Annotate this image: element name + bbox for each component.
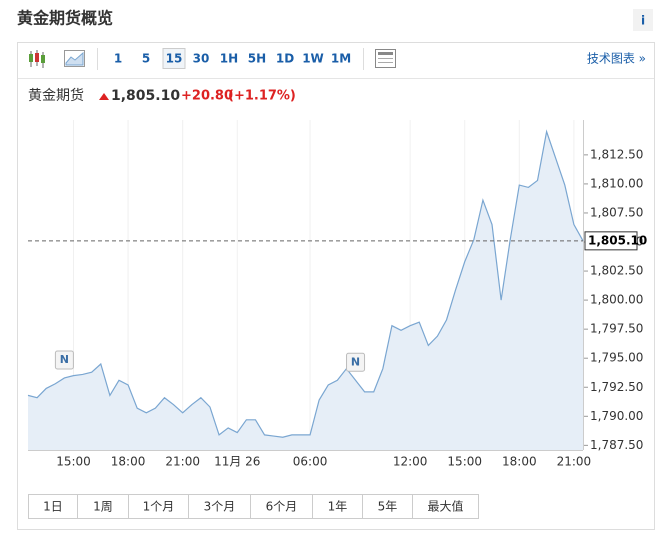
y-tick-label: 1,812.50: [590, 147, 643, 161]
range-label[interactable]: 1周: [93, 500, 113, 514]
y-tick-label: 1,792.50: [590, 380, 643, 394]
news-marker[interactable]: [346, 352, 366, 372]
news-marker[interactable]: [54, 350, 74, 370]
interval-button[interactable]: 1H: [220, 52, 238, 66]
range-button[interactable]: [128, 494, 189, 519]
quote-name: 黄金期货: [28, 87, 84, 104]
range-button[interactable]: [28, 494, 78, 519]
table-icon[interactable]: [375, 49, 396, 68]
interval-button[interactable]: 30: [193, 52, 210, 66]
x-tick-label: 11月 26: [214, 455, 260, 469]
interval-button[interactable]: 1W: [302, 52, 324, 66]
info-icon[interactable]: i: [641, 14, 645, 28]
tech-chart-link[interactable]: 技术图表 »: [587, 52, 646, 66]
y-tick-label: 1,797.50: [590, 322, 643, 336]
x-tick-label: 21:00: [165, 455, 200, 469]
interval-button[interactable]: 15: [166, 52, 183, 66]
price-line: [27, 129, 584, 438]
quote-change: +20.80: [181, 89, 233, 104]
title: 黄金期货概览: [17, 9, 113, 28]
range-label[interactable]: 5年: [378, 500, 398, 514]
y-tick-label: 1,802.50: [590, 264, 643, 278]
x-tick-label: 12:00: [393, 455, 428, 469]
interval-button[interactable]: 5: [142, 52, 150, 66]
range-label[interactable]: 最大值: [427, 499, 463, 514]
range-button[interactable]: [412, 494, 479, 519]
x-tick-label: 06:00: [293, 455, 328, 469]
interval-button[interactable]: 1: [114, 52, 122, 66]
interval-selected[interactable]: [162, 48, 186, 69]
area-icon[interactable]: [64, 50, 85, 67]
last-price-box: [584, 231, 638, 251]
frame: [17, 42, 655, 530]
quote-change-pct: (+1.17%): [228, 89, 296, 104]
up-arrow: [99, 93, 109, 100]
y-tick-label: 1,800.00: [590, 293, 643, 307]
y-tick-label: 1,807.50: [590, 205, 643, 219]
x-tick-label: 15:00: [56, 455, 91, 469]
interval-button[interactable]: 5H: [248, 52, 266, 66]
last-price-label: 1,805.10: [588, 233, 647, 247]
range-label[interactable]: 1个月: [143, 500, 175, 514]
x-tick-label: 21:00: [557, 455, 592, 469]
range-button[interactable]: [188, 494, 251, 519]
range-label[interactable]: 1年: [328, 500, 348, 514]
y-tick-label: 1,787.50: [590, 438, 643, 452]
interval-button[interactable]: 1M: [331, 52, 351, 66]
range-label[interactable]: 6个月: [266, 500, 298, 514]
range-label[interactable]: 3个月: [204, 500, 236, 514]
x-tick-label: 18:00: [111, 455, 146, 469]
news-marker-label[interactable]: N: [60, 353, 69, 366]
range-button[interactable]: [77, 494, 129, 519]
candle-icon[interactable]: [29, 50, 45, 68]
y-tick-label: 1,810.00: [590, 176, 643, 190]
range-button[interactable]: [312, 494, 363, 519]
news-marker-label[interactable]: N: [351, 355, 360, 368]
quote-price: 1,805.10: [111, 88, 180, 104]
info-box[interactable]: [633, 9, 653, 31]
y-tick-label: 1,790.00: [590, 409, 643, 423]
area-fill: [28, 131, 583, 450]
range-button[interactable]: [250, 494, 313, 519]
interval-button[interactable]: 1D: [276, 52, 294, 66]
range-label[interactable]: 1日: [43, 500, 63, 514]
y-tick-label: 1,795.00: [590, 351, 643, 365]
x-tick-label: 15:00: [447, 455, 482, 469]
x-tick-label: 18:00: [502, 455, 537, 469]
